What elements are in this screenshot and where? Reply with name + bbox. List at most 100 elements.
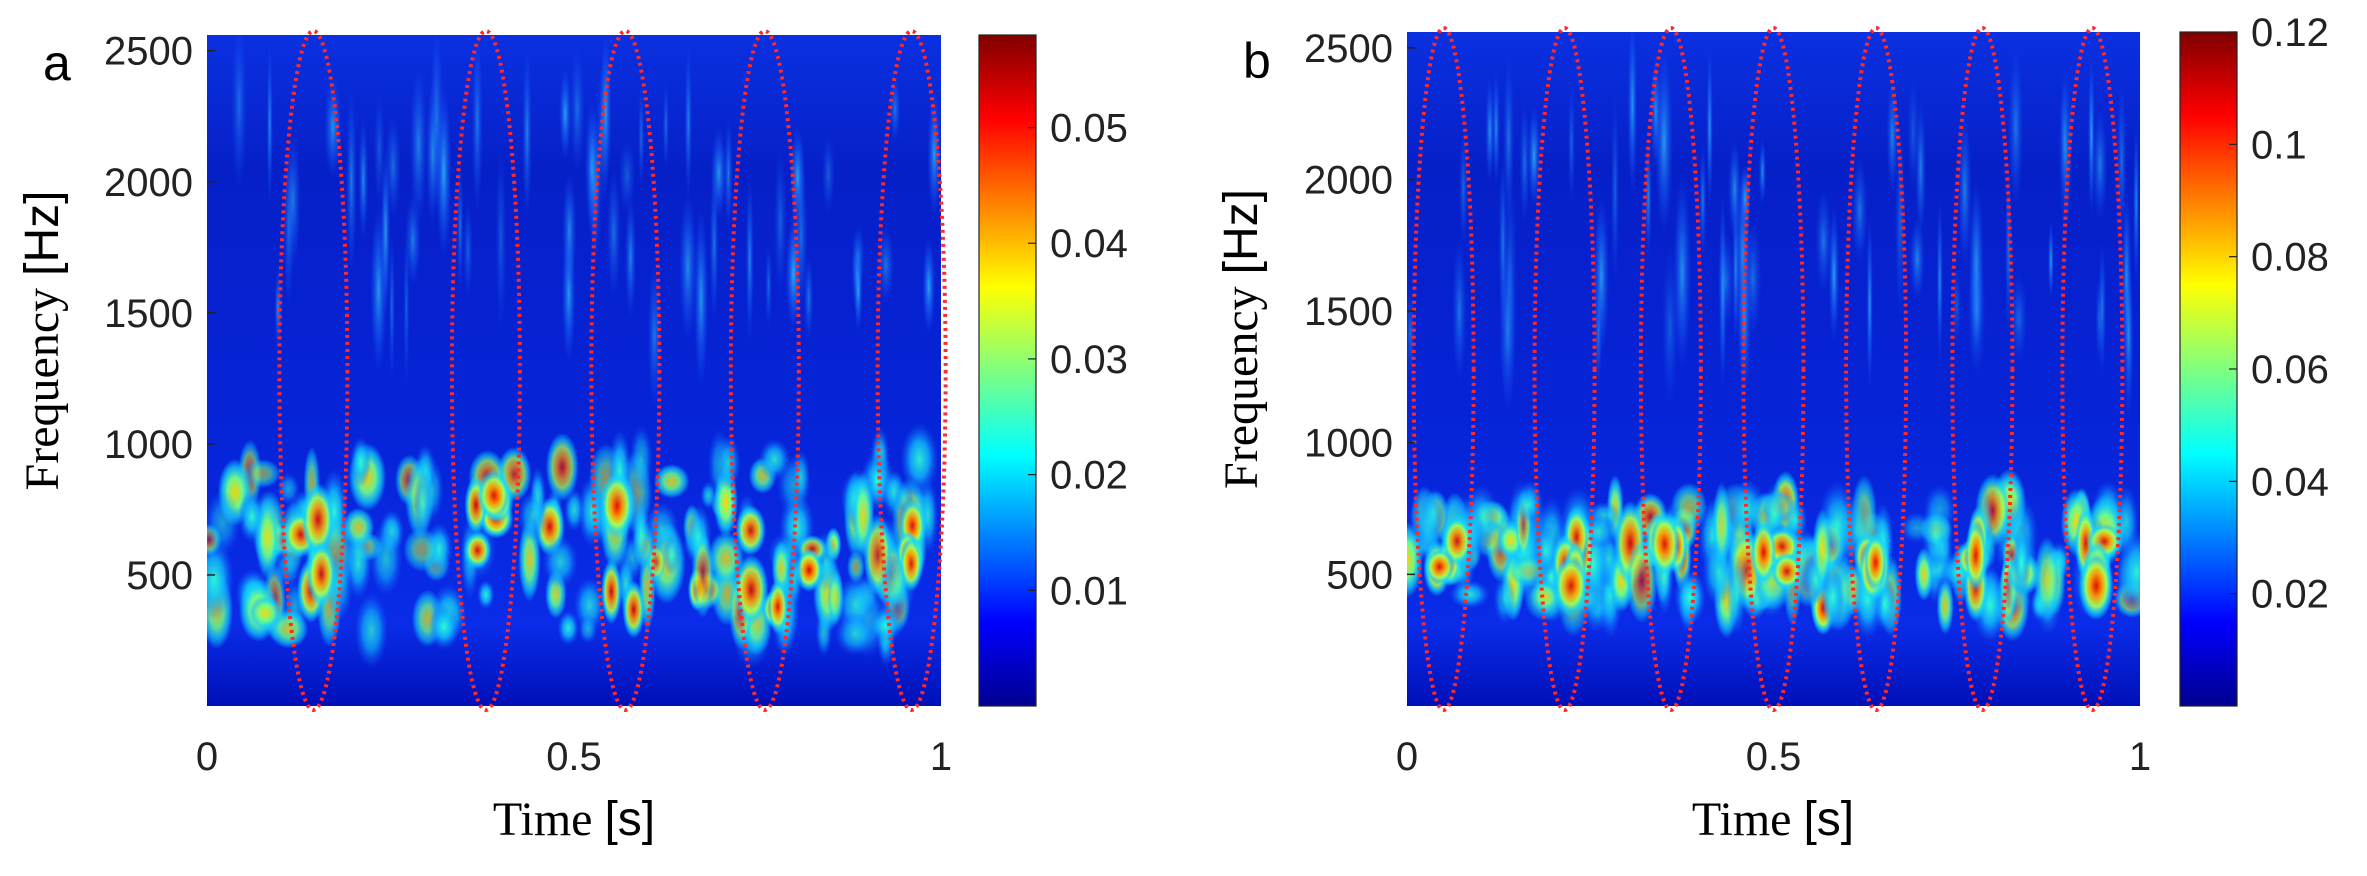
spectral-streak: [471, 35, 483, 213]
spectral-streak: [2004, 160, 2012, 340]
colorbar-scale: [978, 34, 1037, 707]
panel-a: 500 1000 1500 2000 2500 0 0.5 1 a Time [s] Frequen…: [16, 29, 1128, 846]
y-tick-label: 2500: [104, 30, 193, 74]
energy-blob: [369, 522, 403, 596]
spectral-streak: [425, 82, 440, 227]
spectral-streak: [2123, 252, 2134, 419]
y-tick-label: 1500: [1304, 290, 1393, 334]
y-tick-label: 2000: [104, 161, 193, 205]
energy-blob: [350, 436, 372, 488]
panel-label: a: [43, 35, 71, 91]
spectral-streak: [358, 117, 369, 242]
energy-blob: [846, 550, 865, 584]
spectral-streak: [624, 196, 637, 319]
spectral-streak: [2092, 107, 2108, 221]
spectral-streak: [1744, 221, 1762, 336]
energy-blob: [835, 611, 875, 656]
energy-blob: [900, 422, 939, 496]
x-axis-label: Time [s]: [493, 793, 655, 846]
spectral-streak: [559, 67, 572, 160]
energy-blob: [700, 481, 717, 510]
spectral-streak: [618, 137, 636, 214]
spectral-streak: [562, 173, 577, 287]
event-ellipse: [589, 29, 662, 712]
energy-blob: [542, 535, 578, 589]
energy-peak: [1553, 554, 1589, 617]
energy-peak: [767, 579, 789, 635]
x-tick-label: 0.5: [546, 735, 602, 779]
spectral-streak: [2133, 121, 2140, 285]
energy-peak: [306, 540, 337, 608]
energy-blob: [691, 532, 715, 619]
spectral-streak: [1967, 245, 1986, 379]
x-tick-label: 1: [2129, 735, 2151, 779]
spectral-streak: [1952, 265, 1962, 345]
x-axis-word: Time: [1692, 793, 1804, 846]
energy-blob: [1529, 579, 1561, 614]
spectral-streak: [877, 226, 895, 305]
x-axis-unit: [s]: [604, 793, 655, 846]
energy-peak: [463, 531, 492, 569]
spectral-streak: [1915, 100, 1927, 238]
spectral-streak: [1936, 196, 1943, 366]
spectral-streak: [403, 223, 410, 391]
y-tick-label: 500: [126, 554, 193, 598]
spectral-streak: [765, 242, 773, 329]
spectral-streak: [889, 74, 901, 144]
colorbar-scale: [2179, 31, 2238, 707]
spectral-streak: [1739, 164, 1752, 232]
spectral-streak: [1644, 136, 1652, 258]
energy-blob: [758, 438, 791, 481]
energy-blob: [2118, 529, 2140, 616]
y-axis-label: Frequency [Hz]: [16, 191, 69, 491]
energy-peak: [733, 554, 769, 626]
spectral-streak: [456, 161, 464, 292]
colorbar-tick-label: 0.1: [2251, 123, 2307, 167]
spectral-streak: [1815, 189, 1832, 294]
energy-blob: [1420, 487, 1449, 539]
colorbar: 0.02 0.04 0.06 0.08 0.1 0.12: [2179, 11, 2329, 707]
colorbar-tick-label: 0.08: [2251, 236, 2329, 280]
energy-peak: [2078, 552, 2114, 621]
y-tick-label: 2500: [1304, 27, 1393, 71]
spectral-streak: [285, 131, 301, 270]
energy-peak: [1864, 532, 1888, 592]
energy-blob: [545, 432, 579, 502]
heatmap-content: [207, 35, 941, 669]
spectral-streak: [1485, 76, 1495, 184]
event-ellipse: [277, 29, 350, 712]
energy-peak: [301, 482, 335, 557]
colorbar-tick-label: 0.02: [1050, 454, 1128, 498]
spectral-streak: [324, 75, 342, 180]
spectral-streak: [662, 80, 670, 171]
energy-peak: [601, 558, 622, 625]
spectral-streak: [373, 89, 385, 209]
energy-blob: [653, 464, 690, 499]
spectral-streak: [266, 42, 273, 206]
energy-blob: [207, 537, 234, 620]
spectral-streak: [231, 35, 247, 191]
energy-blob: [477, 580, 495, 610]
energy-peak: [1649, 510, 1681, 578]
energy-peak: [622, 580, 645, 639]
spectral-streak: [927, 90, 941, 218]
energy-blob: [2033, 536, 2061, 623]
event-ellipse: [1741, 26, 1806, 712]
spectral-streak: [773, 146, 787, 296]
energy-blob: [354, 592, 388, 669]
energy-blob: [248, 595, 283, 631]
y-tick-label: 1000: [1304, 422, 1393, 466]
spectral-streak: [1706, 45, 1714, 208]
spectral-streak: [1502, 175, 1518, 369]
spectral-streak: [1909, 217, 1925, 302]
spectral-streak: [638, 83, 645, 190]
spectral-streak: [345, 87, 357, 275]
x-tick-label: 0: [1396, 735, 1418, 779]
spectral-streak: [853, 250, 863, 333]
event-ellipse: [1844, 26, 1909, 712]
x-axis-unit: [s]: [1803, 793, 1854, 846]
energy-blob: [716, 435, 741, 491]
energy-peak: [599, 471, 635, 539]
energy-peak: [735, 505, 766, 556]
energy-blob: [277, 472, 300, 506]
